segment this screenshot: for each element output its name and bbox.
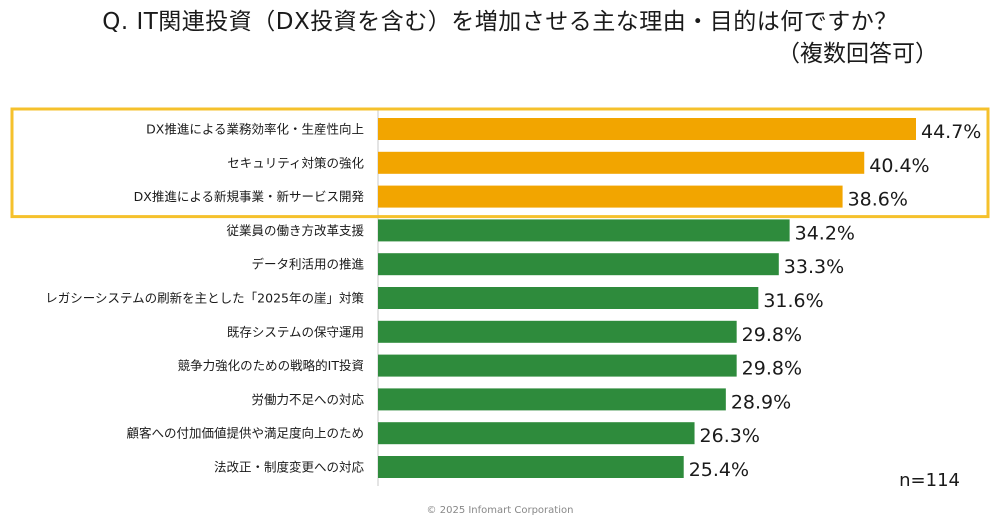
category-label: セキュリティ対策の強化 [227, 155, 364, 170]
category-label: レガシーシステムの刷新を主とした「2025年の崖」対策 [45, 291, 364, 306]
bar [378, 151, 865, 174]
value-label: 34.2% [795, 222, 855, 244]
value-label: 44.7% [921, 121, 981, 143]
category-label: 従業員の働き方改革支援 [226, 223, 364, 238]
value-label: 28.9% [731, 391, 791, 413]
bar [378, 388, 726, 411]
bar [378, 219, 790, 242]
value-label: 40.4% [869, 155, 929, 177]
chart-title: Q. IT関連投資（DX投資を含む）を増加させる主な理由・目的は何ですか？ [102, 9, 898, 35]
category-label: 競争力強化のための戦略的IT投資 [178, 358, 364, 373]
category-label: 既存システムの保守運用 [227, 324, 364, 339]
category-label: 法改正・制度変更への対応 [214, 460, 365, 475]
bar [378, 185, 843, 208]
category-label: データ利活用の推進 [251, 257, 364, 272]
bar [378, 118, 916, 140]
value-label: 29.8% [742, 358, 802, 380]
chart-subtitle: （複数回答可） [777, 41, 938, 67]
value-label: 31.6% [763, 290, 823, 312]
value-label: 38.6% [848, 189, 908, 211]
bar [378, 354, 737, 377]
bar [378, 422, 695, 445]
category-label: DX推進による業務効率化・生産性向上 [146, 122, 364, 137]
value-label: 25.4% [689, 459, 749, 481]
value-label: 33.3% [784, 256, 844, 278]
value-label: 29.8% [742, 324, 802, 346]
bar [378, 253, 779, 276]
value-label: 26.3% [700, 425, 760, 447]
bar [378, 287, 759, 309]
category-label: DX推進による新規事業・新サービス開発 [134, 189, 365, 204]
category-label: 顧客への付加価値提供や満足度向上のため [126, 426, 364, 441]
highlight-frame [10, 107, 990, 219]
category-label: 労働力不足への対応 [251, 392, 364, 407]
sample-size-note: n=114 [899, 470, 960, 491]
bar [378, 320, 737, 343]
copyright-text: © 2025 Infomart Corporation [426, 505, 574, 516]
bar [378, 456, 684, 478]
